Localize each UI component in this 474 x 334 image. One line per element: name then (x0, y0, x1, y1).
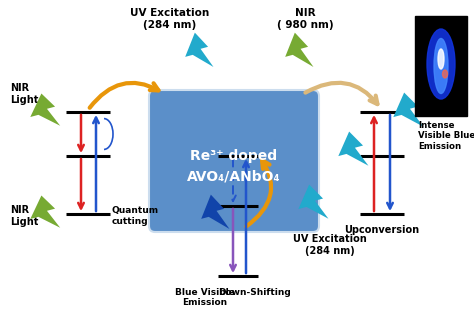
Ellipse shape (427, 29, 455, 99)
Text: NIR
Light: NIR Light (10, 205, 38, 227)
Polygon shape (30, 195, 60, 228)
Polygon shape (298, 185, 328, 219)
Ellipse shape (443, 70, 447, 78)
Text: Quantum
cutting: Quantum cutting (112, 206, 159, 226)
FancyBboxPatch shape (149, 90, 319, 232)
Text: Re³⁺ doped: Re³⁺ doped (191, 149, 278, 163)
Text: Intense
Visible Blue
Emission: Intense Visible Blue Emission (418, 121, 474, 151)
Text: AVO₄/ANbO₄: AVO₄/ANbO₄ (187, 170, 281, 184)
Text: UV Excitation
(284 nm): UV Excitation (284 nm) (130, 8, 210, 30)
Text: UV Excitation
(284 nm): UV Excitation (284 nm) (293, 234, 367, 256)
Text: NIR
Light: NIR Light (10, 83, 38, 105)
Polygon shape (393, 93, 423, 127)
FancyBboxPatch shape (415, 16, 467, 116)
Text: NIR
( 980 nm): NIR ( 980 nm) (277, 8, 333, 30)
Polygon shape (185, 33, 213, 67)
Text: Upconversion: Upconversion (345, 225, 419, 235)
Polygon shape (285, 33, 313, 67)
Polygon shape (201, 195, 229, 229)
Ellipse shape (434, 38, 448, 94)
Text: Down-Shifting: Down-Shifting (219, 288, 292, 297)
Ellipse shape (438, 49, 444, 69)
Polygon shape (338, 132, 368, 166)
Polygon shape (30, 94, 60, 126)
Text: Blue Visible
Emission: Blue Visible Emission (175, 288, 235, 307)
